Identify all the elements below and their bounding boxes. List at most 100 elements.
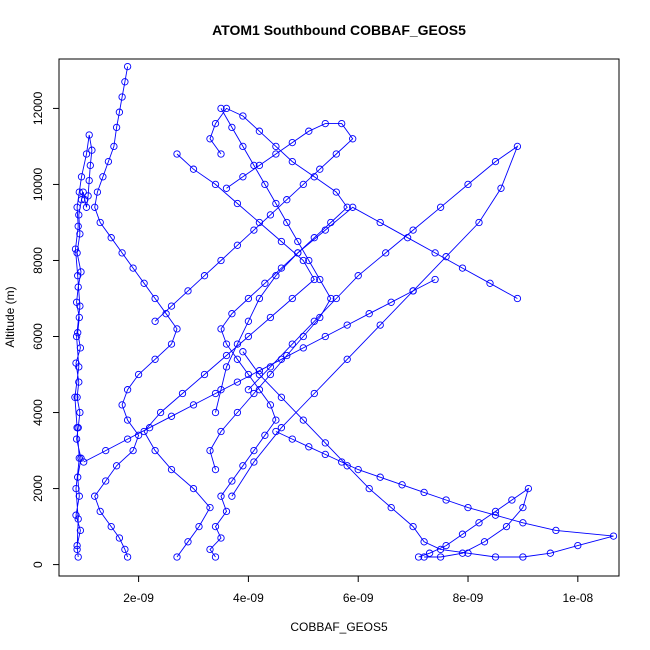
series-line (74, 134, 93, 558)
data-point (316, 165, 324, 173)
data-point (502, 522, 511, 531)
data-point (118, 401, 126, 409)
data-point (222, 363, 231, 371)
data-series (239, 348, 618, 561)
data-point (266, 401, 275, 409)
data-point (409, 226, 417, 234)
data-point (464, 180, 472, 189)
data-point (255, 161, 264, 170)
data-point (73, 424, 81, 432)
data-point (76, 302, 84, 310)
data-point (299, 344, 307, 352)
data-point (72, 511, 80, 519)
data-point (233, 408, 242, 417)
data-point (71, 245, 80, 253)
data-point (217, 256, 225, 265)
data-point (332, 294, 340, 303)
data-point (206, 545, 214, 554)
data-point (211, 180, 220, 189)
data-point (104, 157, 113, 166)
series-line (242, 351, 614, 558)
data-point (244, 386, 253, 394)
data-point (217, 386, 225, 394)
data-point (75, 211, 83, 219)
data-point (486, 279, 494, 287)
data-point (75, 188, 83, 196)
data-point (338, 119, 346, 128)
data-point (206, 503, 214, 512)
data-point (272, 142, 280, 151)
data-point (376, 218, 384, 227)
data-point (255, 294, 264, 303)
data-point (76, 408, 84, 417)
data-point (222, 351, 231, 360)
data-point (123, 62, 132, 71)
data-point (321, 450, 329, 459)
data-point (508, 496, 516, 504)
data-point (102, 477, 110, 485)
data-point (121, 545, 129, 554)
data-point (524, 484, 533, 493)
data-point (80, 458, 88, 466)
data-point (85, 176, 93, 185)
data-point (217, 534, 225, 542)
data-point (71, 393, 79, 401)
data-point (189, 401, 198, 409)
data-point (442, 496, 450, 504)
data-point (403, 234, 412, 242)
data-series (206, 104, 351, 561)
data-point (129, 446, 137, 455)
data-point (272, 272, 280, 280)
x-tick-label: 4e-09 (233, 591, 264, 605)
data-point (82, 203, 91, 211)
series-line (209, 108, 332, 470)
data-point (121, 78, 129, 86)
data-point (425, 549, 434, 557)
data-point (123, 435, 132, 443)
data-point (283, 218, 291, 227)
data-point (321, 332, 329, 341)
data-point (211, 119, 220, 128)
x-axis: 2e-09 4e-09 6e-09 8e-09 1e-08 (123, 575, 593, 605)
data-point (409, 287, 417, 295)
data-point (84, 192, 92, 200)
x-tick-label: 6e-09 (343, 591, 374, 605)
y-tick-label: 8000 (31, 247, 45, 274)
data-point (73, 249, 81, 257)
data-point (513, 294, 522, 303)
data-point (86, 161, 94, 170)
data-point (480, 538, 489, 546)
data-point (365, 310, 373, 318)
x-tick-label: 8e-09 (453, 591, 484, 605)
data-point (266, 313, 275, 322)
data-point (272, 416, 280, 424)
data-point (327, 294, 335, 303)
y-axis-label: Altitude (m) (3, 286, 17, 347)
data-point (277, 393, 286, 401)
data-point (431, 275, 439, 284)
data-point (228, 310, 236, 318)
data-point (277, 355, 286, 363)
data-point (343, 203, 351, 211)
data-point (217, 427, 225, 436)
data-point (217, 104, 225, 113)
data-point (458, 549, 467, 557)
data-point (277, 424, 286, 432)
data-point (491, 511, 500, 519)
data-series-layer (71, 62, 618, 561)
data-point (332, 150, 340, 158)
data-point (189, 484, 198, 493)
data-point (310, 275, 318, 284)
data-point (387, 503, 395, 512)
data-point (217, 150, 225, 158)
chart-title: ATOM1 Southbound COBBAF_GEOS5 (212, 22, 466, 38)
data-point (288, 138, 296, 147)
data-point (74, 553, 82, 561)
data-point (206, 446, 214, 455)
data-point (250, 446, 258, 455)
data-point (91, 492, 99, 500)
data-point (491, 553, 500, 561)
data-point (519, 519, 527, 527)
data-point (310, 234, 318, 242)
data-point (76, 344, 85, 352)
